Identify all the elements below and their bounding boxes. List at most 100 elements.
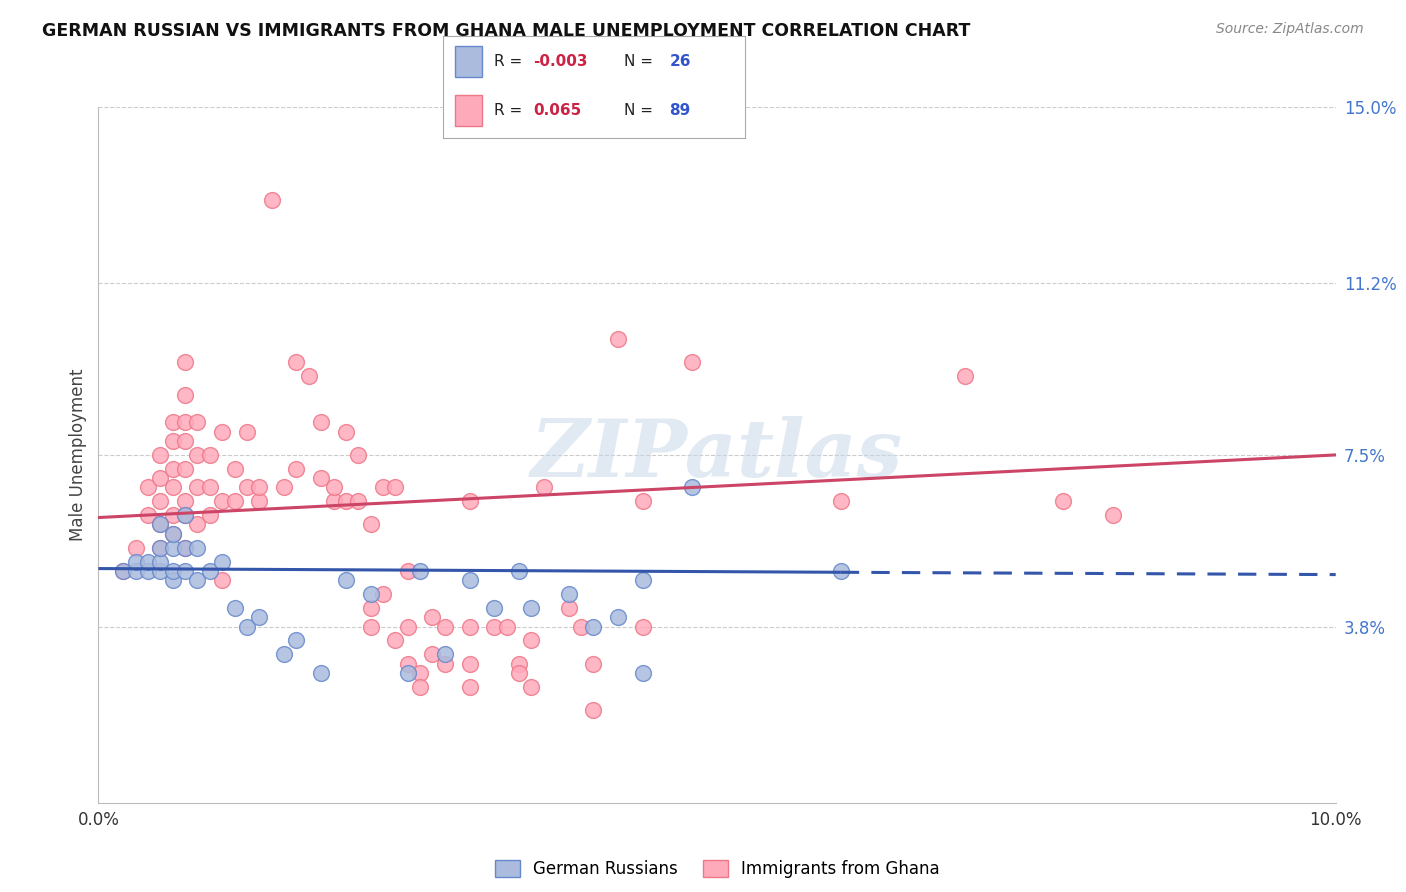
Point [149,448,172,462]
Point [186,416,208,430]
Point [582,619,605,633]
Point [247,610,270,624]
Point [322,494,344,508]
Bar [456,45,482,77]
Point [149,541,172,555]
Point [360,587,382,601]
Point [236,619,259,633]
Text: 89: 89 [669,103,690,118]
Text: 0.065: 0.065 [534,103,582,118]
Point [174,508,197,523]
Point [508,657,530,671]
Point [409,680,432,694]
Point [162,434,184,448]
Point [533,480,555,494]
Point [422,648,444,662]
Text: N =: N = [624,54,658,70]
Point [557,587,579,601]
Text: N =: N = [624,103,658,118]
Point [149,564,172,578]
Text: Source: ZipAtlas.com: Source: ZipAtlas.com [1216,22,1364,37]
Point [162,526,184,541]
Point [211,494,233,508]
Point [384,480,406,494]
Point [409,665,432,680]
Y-axis label: Male Unemployment: Male Unemployment [69,368,87,541]
Point [1052,494,1074,508]
Point [124,541,146,555]
Point [830,494,852,508]
Point [149,471,172,485]
Point [124,555,146,569]
Point [335,573,357,587]
Point [211,555,233,569]
Point [360,517,382,532]
Point [285,355,308,369]
Point [582,703,605,717]
Point [458,619,481,633]
Point [396,564,419,578]
Point [309,416,332,430]
Point [458,657,481,671]
Point [149,494,172,508]
Point [335,425,357,439]
Point [224,601,246,615]
Point [433,657,456,671]
Point [149,555,172,569]
Point [124,564,146,578]
Point [520,601,543,615]
Point [236,425,259,439]
Point [174,462,197,476]
Point [186,517,208,532]
Point [198,564,221,578]
Point [162,508,184,523]
Point [298,369,321,384]
Point [508,564,530,578]
Point [309,471,332,485]
Point [396,619,419,633]
Point [458,573,481,587]
Bar [456,95,482,126]
Point [174,416,197,430]
Point [186,541,208,555]
Point [198,508,221,523]
Point [224,494,246,508]
Point [174,494,197,508]
Point [162,480,184,494]
Point [174,355,197,369]
Point [347,448,370,462]
Point [247,480,270,494]
Point [136,564,159,578]
Point [309,665,332,680]
Point [211,425,233,439]
Point [458,680,481,694]
Point [149,541,172,555]
Point [112,564,135,578]
Point [371,480,394,494]
Point [174,387,197,401]
Point [186,480,208,494]
Point [236,480,259,494]
Text: R =: R = [495,54,527,70]
Point [198,480,221,494]
Point [174,508,197,523]
Point [830,564,852,578]
Point [347,494,370,508]
Point [371,587,394,601]
Point [136,555,159,569]
Text: ZIPatlas: ZIPatlas [531,417,903,493]
Point [186,448,208,462]
Point [285,633,308,648]
Point [260,193,283,207]
Point [631,619,654,633]
Point [186,573,208,587]
Point [1102,508,1125,523]
Point [396,657,419,671]
Point [484,619,506,633]
Point [396,665,419,680]
Point [582,657,605,671]
Point [433,648,456,662]
Point [458,494,481,508]
Point [162,564,184,578]
Point [433,619,456,633]
